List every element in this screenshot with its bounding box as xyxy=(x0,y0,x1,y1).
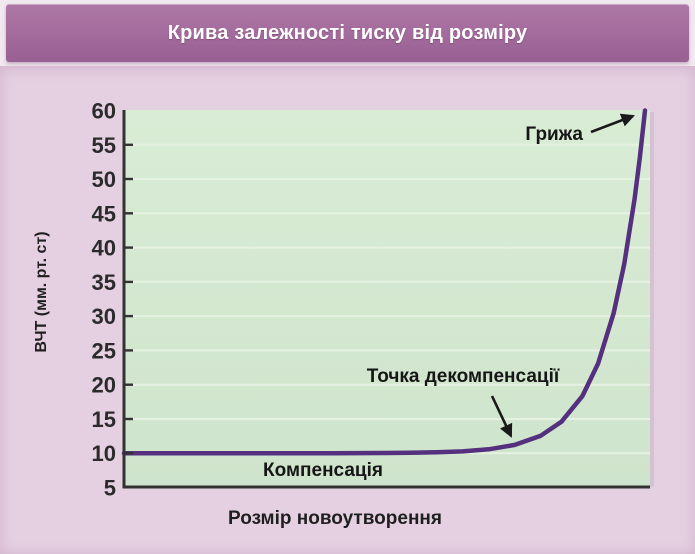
annotation-hernia: Грижа xyxy=(525,124,583,145)
y-tick-label: 55 xyxy=(92,133,116,158)
annotation-decompensation: Точка декомпенсації xyxy=(367,366,560,387)
y-tick-label: 15 xyxy=(92,407,116,432)
y-tick-label: 5 xyxy=(104,476,116,501)
hernia-arrow xyxy=(590,113,635,134)
y-tick-label: 45 xyxy=(92,201,116,226)
y-axis-label: ВЧТ (мм. рт. ст) xyxy=(33,231,50,352)
plot-area xyxy=(124,110,650,487)
y-tick-label: 20 xyxy=(92,373,116,398)
pressure-curve xyxy=(121,108,648,456)
y-tick-labels: 5 10 15 20 25 30 35 40 45 50 55 60 xyxy=(92,99,116,501)
annotation-compensation: Компенсація xyxy=(263,460,383,481)
decompensation-arrow xyxy=(490,395,513,438)
plot-right-shadow xyxy=(650,112,654,487)
y-tick-label: 40 xyxy=(92,236,116,261)
x-axis-label: Розмір новоутворення xyxy=(228,508,442,529)
chart-title-bar: Крива залежності тиску від розміру xyxy=(6,4,689,62)
axes xyxy=(122,110,650,489)
y-ticks xyxy=(124,143,133,455)
y-tick-label: 25 xyxy=(92,338,116,363)
y-tick-label: 10 xyxy=(92,441,116,466)
y-tick-label: 50 xyxy=(92,167,116,192)
y-tick-label: 35 xyxy=(92,270,116,295)
y-tick-label: 60 xyxy=(92,99,116,124)
y-tick-label: 30 xyxy=(92,304,116,329)
chart-title: Крива залежності тиску від розміру xyxy=(167,21,528,44)
